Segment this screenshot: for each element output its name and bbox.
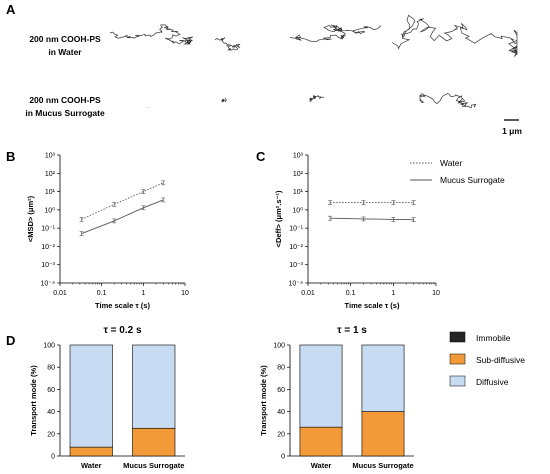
x-tick-label: 1 [141,290,145,297]
trajectory-7 [419,93,477,109]
y-tick-label: 10⁻⁴ [289,281,304,288]
transport-chart-1s: 0 20 40 60 80 100 Transport mode (%) τ = 1 s Wat… [259,325,414,470]
bar-diffusive [69,344,113,448]
row-label-mucus-line2: in Mucus Surrogate [25,108,105,118]
legend-water-label: Water [440,158,463,168]
y-tick-label: 10³ [45,153,56,160]
row-label-water-line2: in Water [48,47,82,57]
y-tick-label: 10⁻¹ [289,226,303,233]
category-label: Water [311,461,332,470]
bar-sub-diffusive [69,446,113,457]
chart-title: τ = 1 s [337,325,367,336]
panel-label-c: C [256,149,266,164]
y-axis-label: <MSD> (μm²) [26,195,35,242]
trajectory-6 [309,94,325,103]
trajectory-3 [391,14,518,57]
series-line-mucus-surrogate [81,199,164,235]
trajectory-2 [289,24,381,43]
y-tick-label: 100 [273,343,285,350]
legend-mucus-label: Mucus Surrogate [440,175,505,185]
panel-label-a: A [6,2,16,17]
y-tick-label: 10⁻³ [41,262,55,269]
legend-immobile-label: Immobile [476,333,511,343]
y-tick-label: 20 [277,431,285,438]
legend-diffusive-swatch [449,375,466,387]
y-tick-label: 80 [47,365,55,372]
row-label-mucus-line1: 200 nm COOH-PS [29,95,101,105]
y-tick-label: 0 [51,454,55,461]
y-axis-label: Transport mode (%) [259,365,268,436]
series-line-water [81,182,164,220]
x-axis-label: Time scale τ (s) [345,301,400,310]
bar-diffusive [361,344,405,412]
y-tick-label: 10³ [293,153,304,160]
bar-sub-diffusive [132,427,176,457]
series-line-mucus-surrogate [330,217,414,221]
msd-chart: 10⁻⁴ 10⁻³ 10⁻² 10⁻¹ 10⁰ 10¹ 10² 10³ 0.01 0.1 1 10 Ti… [26,153,189,311]
bar-sub-diffusive [299,426,343,457]
category-label: Mucus Surrogate [123,461,184,470]
y-tick-label: 60 [277,387,285,394]
scale-bar-label: 1 μm [502,126,522,136]
trajectory-1 [214,36,241,51]
trajectory-0 [109,24,193,45]
trajectories [109,14,518,109]
transport-chart-0-2s: 0 20 40 60 80 100 Transport mode (%) τ = 0.2 s W… [29,325,185,470]
x-axis-label: Time scale τ (s) [95,301,150,310]
trajectory-5 [221,97,227,103]
y-tick-label: 0 [281,454,285,461]
category-label: Mucus Surrogate [352,461,413,470]
y-tick-label: 10² [293,171,304,178]
bar-diffusive [132,344,176,429]
y-tick-label: 10² [45,171,56,178]
legend-diffusive-label: Diffusive [476,377,509,387]
deff-chart: 10⁻⁴ 10⁻³ 10⁻² 10⁻¹ 10⁰ 10¹ 10² 10³ 0.01 0.1 1 10 Ti… [274,153,440,311]
y-tick-label: 10¹ [45,189,56,196]
y-tick-label: 20 [47,431,55,438]
y-tick-label: 40 [47,409,55,416]
bar-legend: Immobile Sub-diffusive Diffusive [449,331,525,387]
y-tick-label: 10⁻⁴ [41,281,56,288]
y-tick-label: 60 [47,387,55,394]
x-tick-label: 0.01 [301,290,315,297]
x-tick-label: 10 [181,290,189,297]
y-tick-label: 40 [277,409,285,416]
bar-sub-diffusive [361,411,405,457]
legend-immobile-swatch [449,331,466,343]
legend-subdiffusive-swatch [449,353,466,365]
x-tick-label: 0.01 [53,290,67,297]
y-tick-label: 100 [43,343,55,350]
x-tick-label: 0.1 [346,290,356,297]
y-tick-label: 10⁻² [41,244,55,251]
y-tick-label: 10⁰ [292,206,303,214]
chart-title: τ = 0.2 s [103,325,142,336]
y-tick-label: 10⁻³ [289,262,303,269]
legend-subdiffusive-label: Sub-diffusive [476,355,525,365]
line-legend: Water Mucus Surrogate [410,158,505,185]
category-label: Water [81,461,102,470]
y-tick-label: 10⁻² [289,244,303,251]
y-tick-label: 10⁻¹ [41,226,55,233]
bar-diffusive [299,344,343,428]
panel-label-d: D [6,333,15,348]
x-tick-label: 10 [432,290,440,297]
panel-label-b: B [6,149,15,164]
x-tick-label: 1 [391,290,395,297]
y-tick-label: 80 [277,365,285,372]
y-tick-label: 10¹ [293,189,304,196]
y-tick-label: 10⁰ [44,206,55,214]
row-label-water-line1: 200 nm COOH-PS [29,34,101,44]
x-tick-label: 0.1 [97,290,107,297]
y-axis-label: <Deff> (μm².s⁻¹) [274,190,283,247]
y-axis-label: Transport mode (%) [29,365,38,436]
